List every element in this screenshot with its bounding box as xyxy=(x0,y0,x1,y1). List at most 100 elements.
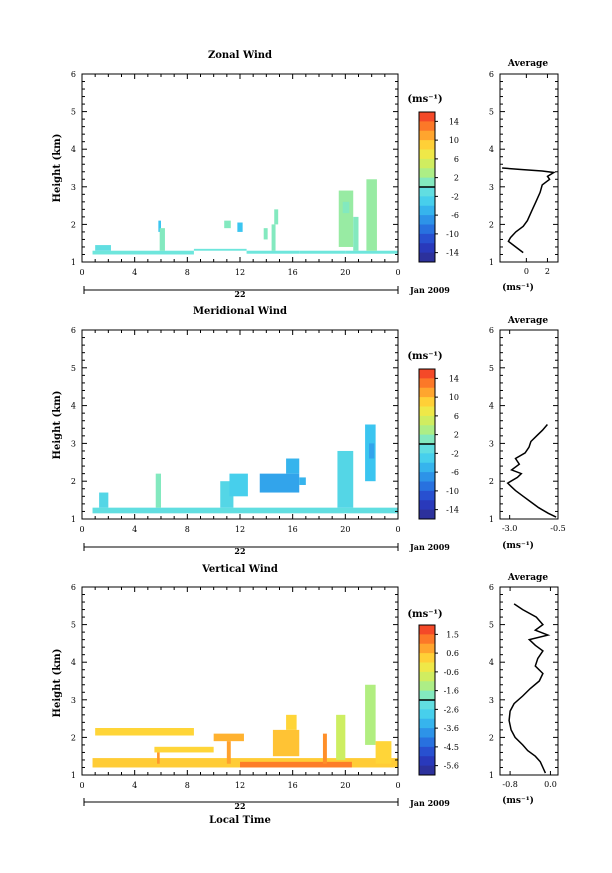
zonal-heatmap-cell xyxy=(224,220,231,229)
zonal-yticks: 1 2 3 4 5 6 xyxy=(71,70,398,267)
vertical-heatmap-cell xyxy=(95,728,194,736)
vertical-heatmap-cell xyxy=(226,741,231,764)
zonal-unit-label: (ms⁻¹) xyxy=(407,94,442,105)
vertical-colorbar-segment xyxy=(419,662,435,673)
meridional-avg-ytick-label: 2 xyxy=(489,477,494,486)
meridional-avg-ytick-label: 5 xyxy=(489,364,494,373)
meridional-avg-xtick-label: -3.0 xyxy=(502,524,517,533)
meridional-heatmap-cell xyxy=(99,492,109,508)
meridional-colorbar: 14 10 6 2 -2 -6 -10 -14 xyxy=(418,368,459,520)
vertical-colorbar-segment xyxy=(419,700,435,710)
meridional-colorbar-segment xyxy=(419,434,435,445)
vertical-xlabel: Local Time xyxy=(209,815,271,826)
zonal-xticks: 0 4 8 12 16 20 0 xyxy=(79,74,401,277)
meridional-colorbar-tick-label: -6 xyxy=(451,468,459,477)
zonal-ytick-label: 1 xyxy=(71,258,76,267)
zonal-colorbar-tick-label: 10 xyxy=(449,136,459,145)
vertical-date-label: 22 xyxy=(234,801,245,811)
vertical-colorbar-segment xyxy=(419,681,435,692)
vertical-xtick-label: 4 xyxy=(132,781,137,790)
meridional-colorbar-tick-label: -2 xyxy=(451,449,459,458)
vertical-ytick-label: 5 xyxy=(71,621,76,630)
vertical-avg-title: Average xyxy=(507,573,548,583)
zonal-heatmap-cell xyxy=(193,248,247,251)
zonal-heatmap-cell xyxy=(237,222,243,232)
meridional-ytick-label: 3 xyxy=(71,439,76,448)
vertical-xticks: 0 4 8 12 16 20 0 xyxy=(79,587,401,790)
meridional-colorbar-tick-label: -10 xyxy=(446,487,459,496)
meridional-avg-xlabel: (ms⁻¹) xyxy=(502,540,534,551)
vertical-colorbar-segment xyxy=(419,625,435,635)
vertical-ylabel: Height (km) xyxy=(52,649,63,718)
vertical-heatmap-cell xyxy=(336,714,346,760)
meridional-heatmap-cell xyxy=(92,507,399,514)
meridional-xticks: 0 4 8 12 16 20 0 xyxy=(79,330,401,534)
meridional-heatmap-cell xyxy=(286,458,300,474)
meridional-avg-ytick-label: 6 xyxy=(489,326,494,335)
zonal-heatmap-cell xyxy=(353,216,359,251)
zonal-colorbar-segment xyxy=(419,130,435,141)
vertical-colorbar-segment xyxy=(419,718,435,729)
vertical-xtick-label: 20 xyxy=(340,781,350,790)
zonal-heatmap-cell xyxy=(246,250,300,254)
vertical-unit-label: (ms⁻¹) xyxy=(407,609,442,620)
zonal-colorbar-tick-label: 14 xyxy=(449,117,459,126)
meridional-colorbar-segment xyxy=(419,509,435,520)
zonal-avg-title: Average xyxy=(507,59,548,69)
meridional-avg-xtick-label: -0.5 xyxy=(550,524,565,533)
vertical-avg-ytick-label: 5 xyxy=(489,621,494,630)
zonal-colorbar-segment xyxy=(419,177,435,188)
zonal-xtick-label: 8 xyxy=(185,268,190,277)
zonal-colorbar-segment xyxy=(419,243,435,254)
meridional-ylabel: Height (km) xyxy=(52,391,63,460)
vertical-xtick-label: 0 xyxy=(395,781,400,790)
zonal-avg-ytick-label: 4 xyxy=(489,145,494,154)
zonal-ytick-label: 2 xyxy=(71,220,76,229)
meridional-colorbar-segment xyxy=(419,415,435,426)
meridional-xtick-label: 16 xyxy=(288,525,298,534)
meridional-colorbar-tick-label: -14 xyxy=(446,506,459,515)
zonal-heatmap-cell xyxy=(338,190,354,247)
zonal-avg-ytick-label: 5 xyxy=(489,108,494,117)
meridional-avg-title: Average xyxy=(507,316,548,326)
meridional-avg-ytick-label: 1 xyxy=(489,515,494,524)
vertical-heatmap xyxy=(92,684,399,768)
vertical-avg-frame xyxy=(499,586,559,776)
zonal-colorbar-segment xyxy=(419,224,435,235)
zonal-colorbar-segment xyxy=(419,252,435,263)
zonal-title: Zonal Wind xyxy=(208,50,272,61)
zonal-colorbar: 14 10 6 2 -2 -6 -10 -14 xyxy=(418,111,459,263)
vertical-colorbar-segment xyxy=(419,671,435,682)
vertical-ytick-label: 1 xyxy=(71,771,76,780)
vertical-avg-ytick-label: 3 xyxy=(489,696,494,705)
vertical-heatmap-cell xyxy=(286,714,297,730)
meridional-colorbar-segment xyxy=(419,369,435,379)
meridional-heatmap-cell xyxy=(299,477,306,485)
meridional-ytick-label: 4 xyxy=(71,402,76,411)
meridional-ytick-label: 1 xyxy=(71,515,76,524)
zonal-colorbar-tick-label: -2 xyxy=(451,192,459,201)
meridional-colorbar-segment xyxy=(419,481,435,492)
vertical-date-right: Jan 2009 xyxy=(409,798,450,808)
vertical-colorbar-tick-label: -4.5 xyxy=(444,743,459,752)
meridional-heatmap-cell xyxy=(155,473,161,508)
meridional-date-label: 22 xyxy=(234,546,245,556)
zonal-colorbar-tick-label: -10 xyxy=(446,230,459,239)
vertical-colorbar-segment xyxy=(419,756,435,767)
vertical-avg-profile-line xyxy=(508,603,551,774)
zonal-heatmap-cell xyxy=(92,250,194,255)
meridional-ytick-label: 2 xyxy=(71,477,76,486)
zonal-colorbar-segment xyxy=(419,149,435,160)
zonal-heatmap-cell xyxy=(299,250,346,254)
zonal-colorbar-tick-label: -14 xyxy=(446,249,459,258)
vertical-colorbar-segment xyxy=(419,728,435,738)
zonal-colorbar-tick-label: -6 xyxy=(451,211,459,220)
meridional-xtick-label: 8 xyxy=(185,525,190,534)
vertical-heatmap-cell xyxy=(365,684,376,745)
meridional-heatmap-cell xyxy=(337,450,354,508)
meridional-avg-ytick-label: 3 xyxy=(489,439,494,448)
meridional-colorbar-segment xyxy=(419,462,435,473)
